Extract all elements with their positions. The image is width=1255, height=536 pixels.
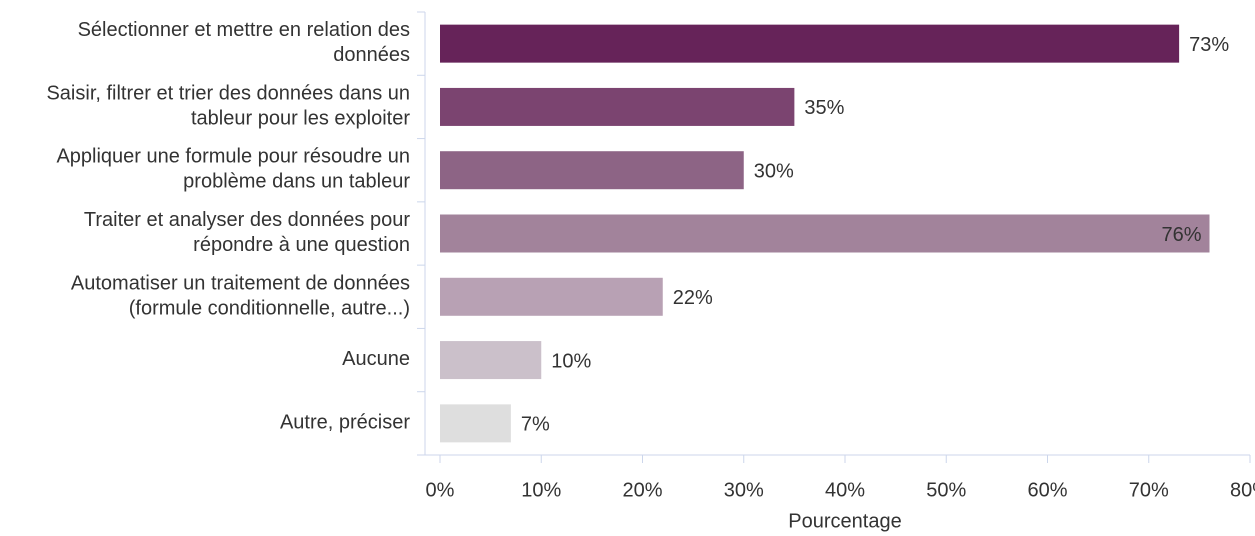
x-tick-label: 40%: [825, 479, 865, 501]
value-label: 73%: [1189, 34, 1229, 56]
bar: [440, 214, 1210, 253]
bar: [440, 151, 744, 190]
value-label: 35%: [804, 97, 844, 119]
y-tick-label: Automatiser un traitement de données (for…: [71, 273, 410, 320]
x-tick-label: 30%: [724, 479, 764, 501]
bar: [440, 341, 542, 380]
y-tick-label: Traiter et analyser des données pour répo…: [84, 209, 410, 256]
y-tick-label: Saisir, filtrer et trier des données dan…: [46, 83, 410, 130]
x-axis-label: Pourcentage: [788, 510, 901, 532]
y-tick-label: Sélectionner et mettre en relation des do…: [78, 19, 410, 66]
bar: [440, 87, 795, 126]
value-label: 30%: [754, 160, 794, 182]
y-tick-label: Autre, préciser: [280, 412, 410, 434]
x-tick-label: 20%: [622, 479, 662, 501]
value-label: 76%: [1161, 224, 1201, 246]
x-tick-label: 50%: [926, 479, 966, 501]
bar: [440, 404, 511, 443]
y-tick-label: Appliquer une formule pour résoudre un pr…: [56, 146, 410, 193]
y-tick-label: Aucune: [342, 348, 410, 370]
x-tick-label: 0%: [426, 479, 455, 501]
x-tick-label: 80%: [1230, 479, 1255, 501]
x-tick-label: 10%: [521, 479, 561, 501]
value-label: 22%: [673, 287, 713, 309]
value-label: 10%: [551, 350, 591, 372]
x-tick-label: 70%: [1129, 479, 1169, 501]
bar: [440, 277, 663, 316]
value-label: 7%: [521, 414, 550, 436]
bar: [440, 24, 1180, 63]
x-tick-label: 60%: [1027, 479, 1067, 501]
